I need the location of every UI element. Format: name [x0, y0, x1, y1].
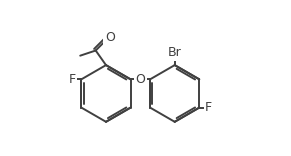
Text: Br: Br	[168, 46, 182, 59]
Text: F: F	[205, 101, 212, 114]
Text: O: O	[135, 73, 145, 86]
Text: O: O	[105, 31, 115, 44]
Text: F: F	[68, 73, 76, 86]
